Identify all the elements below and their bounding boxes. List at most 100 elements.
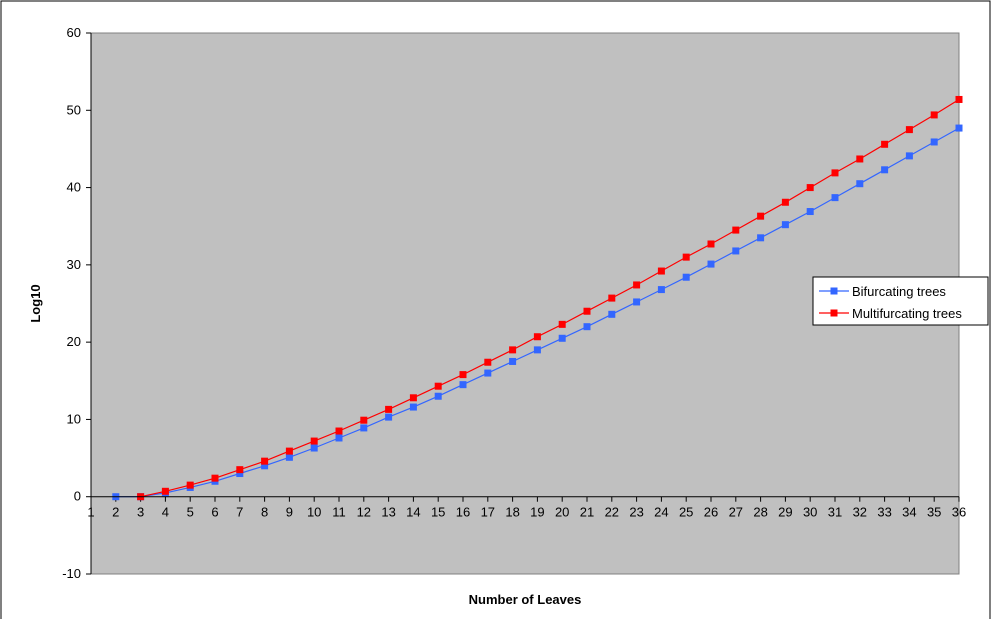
x-tick-label: 35 xyxy=(927,505,941,520)
series-point-0 xyxy=(806,208,814,216)
series-point-1 xyxy=(633,281,641,289)
x-tick-label: 36 xyxy=(952,505,966,520)
x-tick-label: 22 xyxy=(605,505,619,520)
series-point-0 xyxy=(583,323,591,331)
x-tick-label: 8 xyxy=(261,505,268,520)
series-point-0 xyxy=(930,138,938,146)
x-tick-label: 17 xyxy=(481,505,495,520)
x-tick-label: 25 xyxy=(679,505,693,520)
x-tick-label: 20 xyxy=(555,505,569,520)
series-point-0 xyxy=(261,462,269,470)
series-point-1 xyxy=(905,126,913,134)
series-point-1 xyxy=(806,184,814,192)
legend: Bifurcating trees Multifurcating trees xyxy=(812,276,989,326)
series-point-1 xyxy=(509,346,517,354)
x-tick-label: 3 xyxy=(137,505,144,520)
series-point-0 xyxy=(757,234,765,242)
x-tick-label: 29 xyxy=(778,505,792,520)
x-tick-label: 12 xyxy=(357,505,371,520)
series-point-0 xyxy=(310,444,318,452)
series-point-0 xyxy=(781,221,789,229)
series-point-0 xyxy=(509,357,517,365)
series-point-1 xyxy=(707,240,715,248)
y-tick-label: -10 xyxy=(62,566,81,581)
series-point-1 xyxy=(856,155,864,163)
x-tick-label: 33 xyxy=(877,505,891,520)
series-point-0 xyxy=(360,424,368,432)
x-axis-title: Number of Leaves xyxy=(469,592,582,607)
series-point-1 xyxy=(360,416,368,424)
series-point-1 xyxy=(657,267,665,275)
series-point-1 xyxy=(161,487,169,495)
series-point-1 xyxy=(732,226,740,234)
y-tick-label: 10 xyxy=(67,411,81,426)
series-point-0 xyxy=(285,453,293,461)
legend-label: Multifurcating trees xyxy=(852,306,962,321)
x-tick-label: 5 xyxy=(187,505,194,520)
x-tick-label: 30 xyxy=(803,505,817,520)
series-point-0 xyxy=(434,392,442,400)
series-point-1 xyxy=(186,481,194,489)
series-point-1 xyxy=(831,169,839,177)
legend-label: Bifurcating trees xyxy=(852,284,946,299)
series-point-0 xyxy=(484,369,492,377)
x-tick-label: 21 xyxy=(580,505,594,520)
y-tick-label: 30 xyxy=(67,257,81,272)
x-tick-label: 13 xyxy=(381,505,395,520)
series-point-0 xyxy=(707,260,715,268)
x-tick-label: 6 xyxy=(211,505,218,520)
y-axis-title: Log10 xyxy=(28,284,43,322)
y-tick-label: 20 xyxy=(67,334,81,349)
y-tick-label: 40 xyxy=(67,180,81,195)
series-point-1 xyxy=(583,307,591,315)
series-point-1 xyxy=(608,294,616,302)
series-point-1 xyxy=(211,474,219,482)
series-point-1 xyxy=(335,427,343,435)
x-tick-label: 16 xyxy=(456,505,470,520)
x-tick-label: 27 xyxy=(729,505,743,520)
series-point-0 xyxy=(732,247,740,255)
x-tick-label: 34 xyxy=(902,505,916,520)
x-tick-label: 28 xyxy=(753,505,767,520)
series-point-0 xyxy=(459,381,467,389)
x-tick-label: 26 xyxy=(704,505,718,520)
series-point-1 xyxy=(261,457,269,465)
y-axis-ticks: -10 0 10 20 30 40 50 60 xyxy=(62,25,91,581)
series-point-0 xyxy=(682,273,690,281)
series-point-1 xyxy=(757,212,765,220)
series-point-0 xyxy=(657,286,665,294)
series-point-0 xyxy=(856,180,864,188)
series-point-1 xyxy=(484,358,492,366)
series-point-1 xyxy=(236,466,244,474)
x-axis-ticks: 1234567891011121314151617181920212223242… xyxy=(87,496,966,520)
series-point-1 xyxy=(558,320,566,328)
series-layer xyxy=(112,95,963,501)
series-point-1 xyxy=(285,447,293,455)
series-point-1 xyxy=(434,382,442,390)
x-tick-label: 11 xyxy=(332,505,346,520)
series-point-0 xyxy=(385,413,393,421)
y-tick-label: 0 xyxy=(74,489,81,504)
y-tick-label: 60 xyxy=(67,25,81,40)
x-tick-label: 4 xyxy=(162,505,169,520)
series-point-0 xyxy=(905,152,913,160)
series-line-1 xyxy=(140,98,960,498)
x-tick-label: 24 xyxy=(654,505,668,520)
series-point-1 xyxy=(781,198,789,206)
series-point-0 xyxy=(236,470,244,478)
series-point-1 xyxy=(310,437,318,445)
series-point-1 xyxy=(955,95,963,103)
x-tick-label: 31 xyxy=(828,505,842,520)
series-point-0 xyxy=(409,403,417,411)
series-point-0 xyxy=(831,194,839,202)
x-tick-label: 15 xyxy=(431,505,445,520)
series-point-1 xyxy=(459,371,467,379)
x-tick-label: 18 xyxy=(505,505,519,520)
legend-box xyxy=(812,276,989,326)
legend-marker xyxy=(830,287,838,295)
series-point-1 xyxy=(881,140,889,148)
x-tick-label: 14 xyxy=(406,505,420,520)
series-point-0 xyxy=(955,124,963,132)
